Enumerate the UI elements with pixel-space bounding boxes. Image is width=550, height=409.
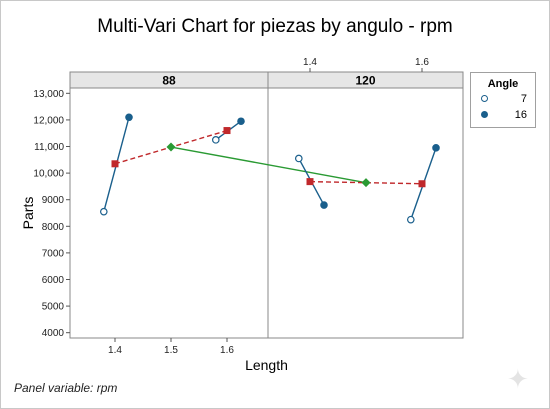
legend: Angle 7 16	[470, 72, 536, 128]
chart-title: Multi-Vari Chart for piezas by angulo - …	[97, 16, 453, 37]
y-tick-label: 8000	[42, 222, 65, 233]
panel-label-88: 88	[162, 74, 176, 88]
x-axis-label: Length	[245, 357, 288, 373]
panel-header-strip	[69, 71, 464, 89]
angle-7-point	[100, 207, 108, 216]
y-tick-label: 4000	[42, 328, 65, 339]
sparkle-icon: ✦	[507, 364, 529, 394]
y-tick-label: 10,000	[33, 169, 64, 180]
length-mean-marker	[418, 180, 426, 188]
x-tick-label: 1.4	[108, 345, 122, 356]
y-tick-label: 5000	[42, 302, 65, 313]
length-mean-marker	[111, 160, 119, 168]
top-x-tick-label: 1.4	[303, 57, 317, 68]
legend-label: 16	[514, 109, 527, 121]
open-circle-icon	[481, 95, 488, 102]
y-tick-label: 12,000	[33, 115, 64, 126]
y-tick-label: 9000	[42, 195, 65, 206]
angle-16-point	[125, 113, 133, 122]
top-x-tick-label: 1.6	[415, 57, 429, 68]
legend-title: Angle	[487, 78, 519, 90]
angle-16-point	[237, 117, 245, 126]
panel-mean-line	[170, 146, 367, 184]
panel-mean-marker	[361, 178, 371, 188]
panel-label-120: 120	[355, 74, 375, 88]
filled-circle-icon	[481, 111, 488, 118]
legend-entry-7: 7	[477, 93, 531, 107]
angle-16-point	[432, 144, 440, 152]
angle-7-point	[294, 154, 303, 163]
angle-16-point	[320, 201, 328, 209]
panel-variable-note: Panel variable: rpm	[14, 381, 118, 395]
legend-label: 7	[520, 93, 527, 105]
x-tick-label: 1.6	[220, 345, 234, 356]
length-mean-marker	[223, 127, 231, 135]
y-tick-label: 7000	[42, 248, 65, 259]
y-tick-label: 11,000	[34, 142, 64, 153]
length-mean-marker	[306, 178, 314, 186]
y-tick-label: 6000	[42, 275, 65, 286]
panel-mean-marker	[166, 142, 176, 152]
angle-7-point	[406, 215, 415, 224]
angle-7-point	[212, 136, 220, 144]
y-tick-label: 13,000	[33, 89, 64, 100]
x-tick-label: 1.5	[164, 345, 178, 356]
legend-entry-16: 16	[477, 109, 531, 123]
y-axis-label: Parts	[20, 197, 36, 230]
plot-area	[69, 87, 464, 339]
